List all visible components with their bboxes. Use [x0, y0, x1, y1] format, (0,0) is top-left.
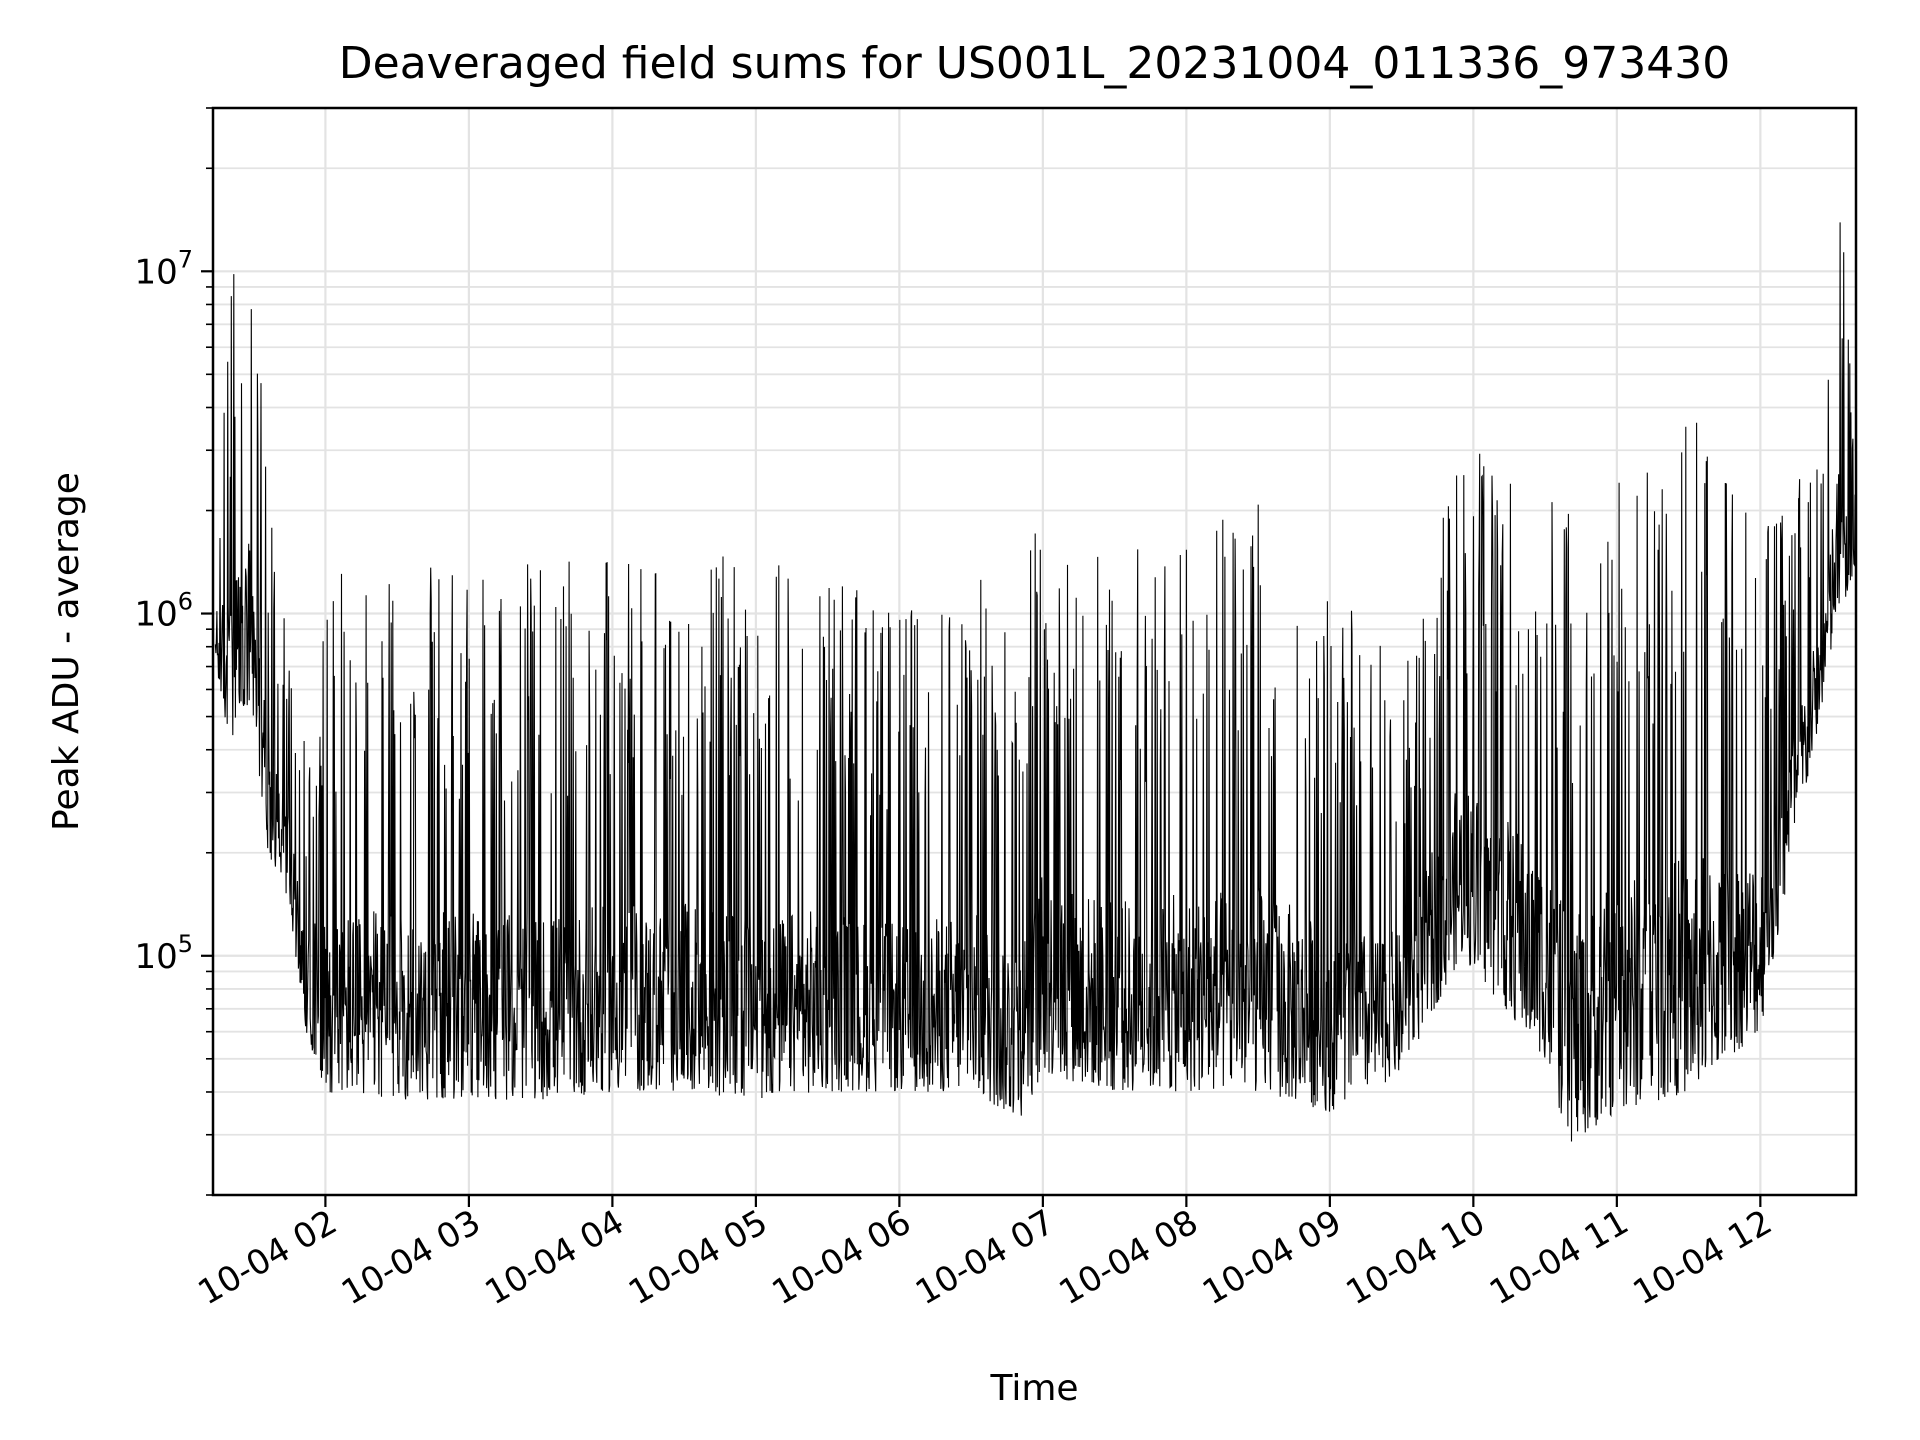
x-tick-label: 10-04 03	[335, 1202, 487, 1313]
x-tick-label: 10-04 04	[478, 1202, 630, 1313]
y-tick-label: 105	[134, 930, 193, 977]
y-tick-label: 106	[134, 588, 193, 635]
x-tick-label: 10-04 12	[1626, 1202, 1778, 1313]
x-tick-label: 10-04 09	[1196, 1202, 1348, 1313]
y-axis-label: Peak ADU - average	[46, 472, 87, 831]
series-line	[214, 222, 1857, 1142]
x-tick-label: 10-04 11	[1483, 1202, 1635, 1313]
x-axis-label: Time	[989, 1368, 1078, 1409]
x-tick-label: 10-04 10	[1339, 1202, 1491, 1313]
x-tick-label: 10-04 08	[1052, 1202, 1204, 1313]
chart-title: Deaveraged field sums for US001L_2023100…	[339, 38, 1731, 89]
data-series-line	[214, 222, 1857, 1142]
plot-frame	[211, 106, 1858, 1197]
x-tick-label: 10-04 07	[909, 1202, 1061, 1313]
x-tick-label: 10-04 05	[622, 1202, 774, 1313]
y-tick-label: 107	[134, 245, 193, 292]
x-tick-label: 10-04 02	[192, 1202, 344, 1313]
x-tick-label: 10-04 06	[765, 1202, 917, 1313]
